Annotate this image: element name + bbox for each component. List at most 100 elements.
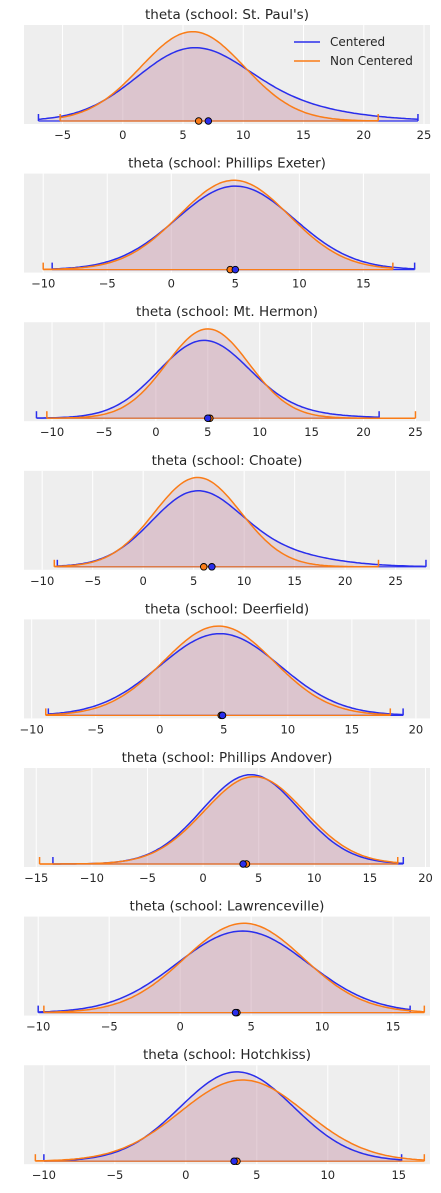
density-line-non-centered [43,179,393,271]
x-tick-label: −5 [95,425,112,439]
density-fill-centered [38,47,418,122]
x-tick-label: 0 [182,1168,189,1182]
density-line-non-centered [43,922,425,1014]
density-line-non-centered [59,30,379,122]
x-tick-label: 10 [315,1020,330,1034]
subplot-6: theta (school: Phillips Andover) −15 −10 −5… [24,750,433,885]
x-tick-label: 5 [247,1020,254,1034]
x-tick-label: −5 [139,871,156,885]
x-tick-label: 0 [140,574,147,588]
x-tick-label: −10 [40,425,64,439]
x-tick-label: 10 [281,722,296,736]
x-tick-label: 15 [386,1020,401,1034]
mean-point-centered [230,1157,238,1165]
x-tick-label: 25 [388,574,403,588]
x-tick-label: 15 [304,425,319,439]
mean-point-centered [208,563,216,571]
density-fill-centered [36,340,380,419]
x-tick-label: −5 [54,128,71,142]
density-fill-centered [43,1071,402,1162]
density-fill-centered [57,490,427,567]
x-tick-label: 0 [156,722,163,736]
subplot-title: theta (school: Deerfield) [145,601,309,617]
x-tick-label: −5 [106,1168,123,1182]
x-tick-label: −5 [87,722,104,736]
x-tick-label: −10 [30,574,54,588]
subplot-1: theta (school: St. Paul's) −5 0 5 10 15 20 25 Ce… [24,7,431,142]
x-tick-label: −5 [99,277,116,291]
x-tick-label: 25 [417,128,432,142]
mean-point-non-centered [194,117,203,125]
subplot-4: theta (school: Choate) −10 −5 0 5 10 15 20 25 [24,453,430,588]
mean-point-non-centered [200,563,208,571]
density-line-centered [48,632,404,716]
x-tick-label: 15 [356,277,371,291]
subplot-7: theta (school: Lawrenceville) −10 −5 0 5 10 15 [24,899,430,1034]
x-tick-label: 5 [255,871,262,885]
x-tick-label: 5 [253,1168,260,1182]
density-line-centered [43,1071,402,1162]
subplot-3: theta (school: Mt. Hermon) −10 −5 0 5 10 15 20 2… [24,304,430,439]
subplot-title: theta (school: Phillips Exeter) [128,156,326,172]
density-fill-centered [52,774,404,864]
x-tick-label: 10 [237,574,252,588]
legend-label-non-centered: Non Centered [330,54,413,68]
x-tick-label: −15 [24,871,48,885]
x-tick-label: 20 [356,128,371,142]
x-tick-label: 15 [363,871,378,885]
mean-point-centered [218,711,227,720]
density-fill-non-centered [45,626,391,716]
density-fill-non-centered [39,776,398,864]
x-tick-label: −10 [26,1020,50,1034]
x-tick-label: 5 [190,574,197,588]
subplot-5: theta (school: Deerfield) −10 −5 0 5 10 15 20 [20,601,430,736]
density-fill-non-centered [43,923,425,1013]
x-tick-label: 5 [204,425,211,439]
x-tick-label: 0 [199,871,206,885]
subplot-title: theta (school: Lawrenceville) [130,899,325,915]
subplot-title: theta (school: Mt. Hermon) [136,304,318,320]
density-fill-non-centered [54,477,379,567]
subplot-2: theta (school: Phillips Exeter) −10 −5 0 5 10… [24,156,430,291]
x-tick-label: 10 [320,1168,335,1182]
density-line-centered [52,185,415,270]
density-fill-centered [52,186,415,270]
x-tick-label: 20 [418,871,433,885]
x-tick-label: 20 [409,722,424,736]
axes-background [24,619,430,719]
subplot-title: theta (school: Choate) [152,453,303,469]
density-line-non-centered [35,1079,425,1162]
mean-point-centered [239,860,247,868]
x-tick-label: 15 [287,574,302,588]
legend: Centered Non Centered [294,35,413,68]
x-tick-label: 0 [119,128,126,142]
subplot-title: theta (school: Hotchkiss) [143,1047,311,1063]
x-tick-label: 15 [345,722,360,736]
x-tick-label: −10 [32,1168,56,1182]
x-tick-label: 10 [292,277,307,291]
density-fill-non-centered [35,1080,425,1162]
legend-label-centered: Centered [330,35,385,49]
x-tick-label: −5 [84,574,101,588]
x-tick-label: 15 [391,1168,406,1182]
x-tick-label: −10 [20,722,44,736]
x-tick-label: 10 [252,425,267,439]
x-tick-label: 20 [356,425,371,439]
x-tick-label: 0 [152,425,159,439]
density-fill-centered [38,931,411,1013]
density-line-non-centered [45,625,391,716]
x-tick-label: 0 [176,1020,183,1034]
x-tick-label: 0 [168,277,175,291]
x-tick-label: 5 [232,277,239,291]
x-tick-label: 20 [338,574,353,588]
x-tick-label: −5 [101,1020,118,1034]
density-line-centered [36,339,380,419]
x-tick-label: 25 [408,425,423,439]
density-line-centered [38,930,411,1013]
density-line-non-centered [54,476,379,568]
x-tick-label: 15 [296,128,311,142]
density-fill-non-centered [60,31,379,122]
mean-point-centered [204,414,212,422]
x-tick-label: −10 [80,871,104,885]
